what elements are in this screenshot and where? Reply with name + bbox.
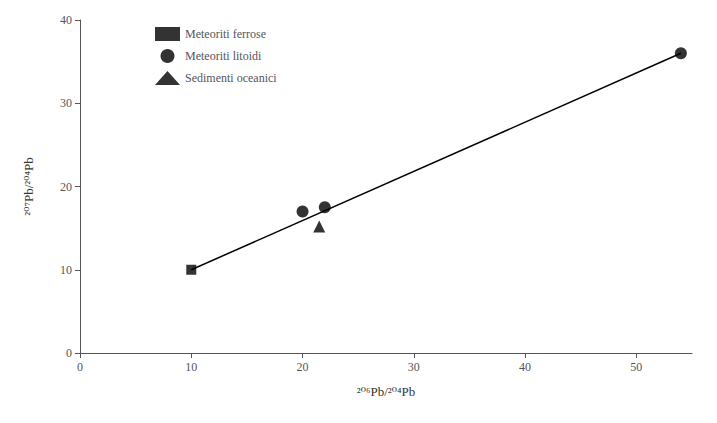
svg-text:50: 50	[630, 360, 642, 374]
svg-text:20: 20	[60, 180, 72, 194]
svg-text:10: 10	[60, 263, 72, 277]
svg-text:30: 30	[408, 360, 420, 374]
svg-text:0: 0	[66, 346, 72, 360]
svg-text:40: 40	[519, 360, 531, 374]
svg-text:0: 0	[77, 360, 83, 374]
svg-text:²⁰⁷Pb/²⁰⁴Pb: ²⁰⁷Pb/²⁰⁴Pb	[21, 157, 36, 215]
svg-text:Meteoriti litoidi: Meteoriti litoidi	[185, 49, 262, 63]
svg-text:40: 40	[60, 13, 72, 27]
svg-text:30: 30	[60, 96, 72, 110]
svg-text:20: 20	[297, 360, 309, 374]
svg-text:Meteoriti ferrose: Meteoriti ferrose	[185, 27, 266, 41]
svg-text:²⁰⁶Pb/²⁰⁴Pb: ²⁰⁶Pb/²⁰⁴Pb	[357, 384, 415, 399]
svg-text:Sedimenti oceanici: Sedimenti oceanici	[185, 71, 277, 85]
svg-text:10: 10	[185, 360, 197, 374]
